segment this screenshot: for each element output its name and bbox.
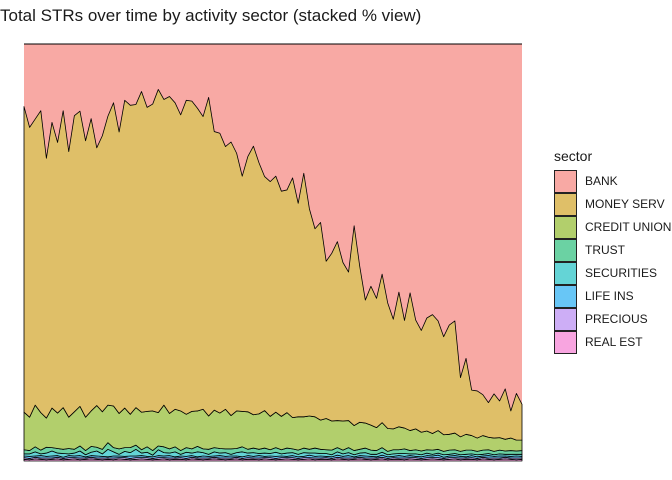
- legend: sector BANK MONEY SERV CREDIT UNION TRUST SE…: [554, 148, 671, 354]
- legend-label: PRECIOUS: [585, 312, 648, 326]
- legend-label: REAL EST: [585, 335, 643, 349]
- legend-swatch: [554, 216, 577, 239]
- legend-swatch: [554, 193, 577, 216]
- legend-item-real-est: REAL EST: [554, 331, 643, 354]
- legend-item-bank: BANK: [554, 170, 618, 193]
- legend-item-money-serv: MONEY SERV: [554, 193, 665, 216]
- legend-label: TRUST: [585, 243, 625, 257]
- legend-item-securities: SECURITIES: [554, 262, 657, 285]
- legend-title: sector: [554, 148, 593, 164]
- legend-item-trust: TRUST: [554, 239, 625, 262]
- legend-items: BANK MONEY SERV CREDIT UNION TRUST SECURITIE…: [554, 170, 671, 354]
- area-money-serv: [23, 89, 523, 441]
- legend-item-life-ins: LIFE INS: [554, 285, 634, 308]
- legend-swatch: [554, 331, 577, 354]
- legend-label: CREDIT UNION: [585, 220, 672, 234]
- chart-title: Total STRs over time by activity sector …: [0, 6, 422, 25]
- legend-swatch: [554, 170, 577, 193]
- legend-swatch: [554, 239, 577, 262]
- legend-item-precious: PRECIOUS: [554, 308, 648, 331]
- legend-label: SECURITIES: [585, 266, 658, 280]
- legend-label: LIFE INS: [585, 289, 634, 303]
- legend-label: MONEY SERV: [585, 197, 665, 211]
- legend-item-credit-union: CREDIT UNION: [554, 216, 671, 239]
- legend-label: BANK: [585, 174, 618, 188]
- legend-swatch: [554, 285, 577, 308]
- legend-swatch: [554, 308, 577, 331]
- area-layers: [23, 89, 523, 462]
- legend-swatch: [554, 262, 577, 285]
